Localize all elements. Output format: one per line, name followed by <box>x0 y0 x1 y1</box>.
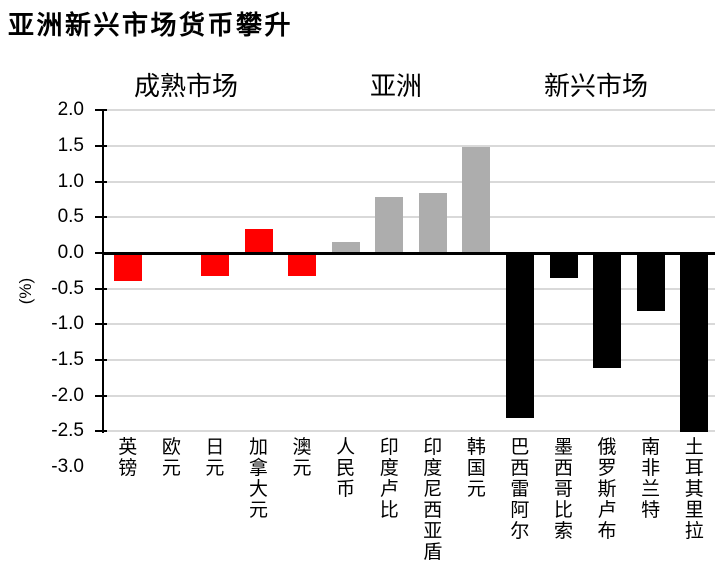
category-label-澳元: 澳 元 <box>292 437 312 479</box>
gridline--2 <box>104 394 715 397</box>
category-label-欧元: 欧 元 <box>161 437 181 479</box>
ytick-label-0.5: 0.5 <box>57 206 84 228</box>
category-label-巴西雷阿尔: 巴 西 雷 阿 尔 <box>510 437 530 542</box>
ytick-label--1.5: -1.5 <box>51 348 84 370</box>
y-axis-line <box>102 109 104 434</box>
bar-印度尼西亚盾 <box>418 193 447 253</box>
chart-title: 亚洲新兴市场货币攀升 <box>8 10 294 40</box>
ytick-mark-0 <box>95 252 107 254</box>
zero-axis-line <box>102 251 715 255</box>
gridline--1 <box>104 323 715 326</box>
category-label-印度尼西亚盾: 印 度 尼 西 亚 盾 <box>423 437 443 563</box>
ytick-mark-1 <box>95 180 107 183</box>
group-label-developed-markets: 成熟市场 <box>133 71 239 101</box>
bar-韩国元 <box>462 147 491 253</box>
bar-印度卢比 <box>375 197 404 253</box>
ytick-mark--2 <box>95 394 107 397</box>
bar-南非兰特 <box>636 253 665 311</box>
category-label-英镑: 英 镑 <box>118 437 138 479</box>
category-label-韩国元: 韩 国 元 <box>466 437 486 500</box>
ytick-mark--0.5 <box>95 287 107 290</box>
ytick-label--1.0: -1.0 <box>51 313 84 335</box>
category-label-南非兰特: 南 非 兰 特 <box>641 437 661 521</box>
ytick-mark--1 <box>95 323 107 326</box>
category-label-土耳其里拉: 土 耳 其 里 拉 <box>684 437 704 542</box>
ytick-label-0.0: 0.0 <box>57 242 84 263</box>
gridline--0.5 <box>104 287 715 290</box>
gridline-0.5 <box>104 216 715 219</box>
bar-墨西哥比索 <box>549 253 578 278</box>
gridline--1.5 <box>104 358 715 361</box>
ytick-label-1.5: 1.5 <box>57 135 84 157</box>
ytick-mark-0.5 <box>95 216 107 219</box>
ytick-mark-2 <box>95 109 107 112</box>
ytick-label-2.0: 2.0 <box>57 99 84 121</box>
bar-巴西雷阿尔 <box>505 253 534 419</box>
ytick-label--3.0: -3.0 <box>51 455 84 477</box>
ytick-label--2.0: -2.0 <box>51 384 84 406</box>
group-label-emerging-markets: 新兴市场 <box>543 71 649 101</box>
ytick-label--2.5: -2.5 <box>51 420 84 442</box>
gridline-2 <box>104 109 715 112</box>
gridline-1.5 <box>104 145 715 148</box>
bar-俄罗斯卢布 <box>593 253 622 368</box>
bar-土耳其里拉 <box>680 253 709 432</box>
gridline--2.5 <box>104 430 715 433</box>
ytick-mark--1.5 <box>95 358 107 361</box>
ytick-label--0.5: -0.5 <box>51 277 84 299</box>
category-label-俄罗斯卢布: 俄 罗 斯 卢 布 <box>597 437 617 542</box>
category-label-加拿大元: 加 拿 大 元 <box>248 437 269 521</box>
group-label-asia: 亚洲 <box>369 71 423 101</box>
category-label-日元: 日 元 <box>205 437 225 479</box>
bar-人民币 <box>331 242 360 253</box>
category-label-印度卢比: 印 度 卢 比 <box>379 437 399 521</box>
bar-澳元 <box>288 253 317 276</box>
ytick-mark--2.5 <box>95 430 107 433</box>
category-label-人民币: 人 民 币 <box>336 437 356 500</box>
bar-加拿大元 <box>244 228 273 253</box>
gridline-1 <box>104 180 715 183</box>
bar-日元 <box>200 253 229 276</box>
ytick-mark-1.5 <box>95 145 107 148</box>
ytick-label-1.0: 1.0 <box>57 170 84 192</box>
category-label-墨西哥比索: 墨 西 哥 比 索 <box>553 437 574 542</box>
bar-英镑 <box>113 253 142 281</box>
